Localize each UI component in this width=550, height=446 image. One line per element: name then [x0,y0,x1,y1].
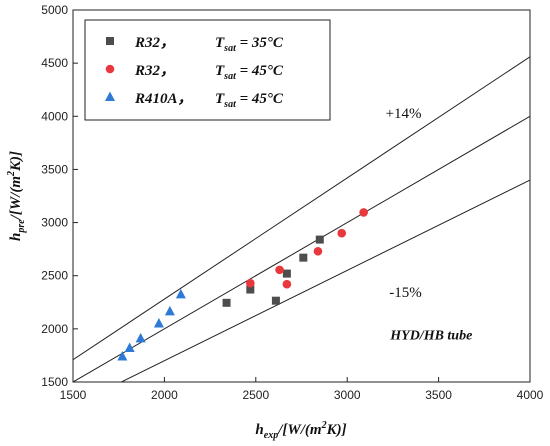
x-tick-label: 1500 [60,388,87,402]
reference-line-1 [73,115,530,382]
legend-box [84,19,331,121]
y-tick-label: 3000 [41,216,68,230]
data-point-triangle [164,305,175,316]
legend: R32， Tsat = 35°C R32， Tsat = 45°C R410A， Tsat… [84,19,331,121]
data-point-triangle [135,332,146,343]
y-tick-label: 4500 [41,56,68,70]
data-point-triangle [124,342,135,352]
y-tick-label: 1500 [41,375,68,389]
data-point-square [315,235,324,244]
data-point-square [282,269,291,278]
legend-entry: R410A， Tsat = 45°C [134,91,284,110]
data-point-square [271,296,280,305]
y-tick-label: 3500 [41,162,68,176]
y-tick-label: 5000 [41,3,68,17]
reference-line-label: +14% [386,106,422,122]
data-point-square [222,298,231,307]
data-point-triangle [175,288,186,299]
data-point-square [299,253,308,262]
x-tick-label: 4000 [517,388,544,402]
y-tick-label: 2500 [41,269,68,283]
x-tick-label: 2500 [242,388,269,402]
data-point-triangle [153,318,164,328]
reference-line-0 [73,56,530,361]
reference-line-label: -15% [389,285,422,301]
data-point-square [246,285,255,294]
reference-line-2 [120,179,530,382]
y-tick-label: 4000 [41,109,68,123]
x-tick-label: 2000 [151,388,178,402]
legend-entry: R32， Tsat = 35°C [134,35,284,54]
legend-marker-circle [105,64,115,74]
data-point-circle [246,278,255,288]
legend-marker-square [106,37,114,45]
data-point-circle [359,208,368,217]
x-tick-label: 3500 [425,388,452,402]
data-point-circle [313,246,323,256]
data-point-circle [337,228,347,238]
tube-annotation: HYD/HB tube [389,328,472,343]
y-axis-title: hpre/[W/(m2K)] [6,151,27,241]
x-tick-label: 3000 [334,388,361,402]
data-point-triangle [117,350,128,361]
legend-marker-triangle [105,91,115,101]
plot-area-frame [72,9,531,383]
data-point-circle [282,279,292,289]
legend-entry: R32， Tsat = 45°C [134,63,284,82]
y-tick-label: 2000 [41,322,68,336]
data-point-circle [275,265,284,275]
x-axis-title: hexp/[W/(m2K)] [255,420,346,441]
